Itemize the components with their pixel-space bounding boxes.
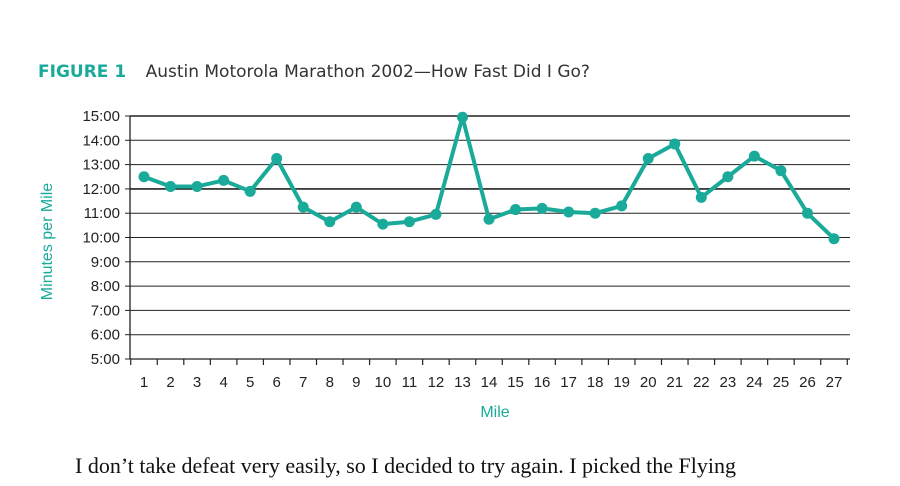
figure-label: FIGURE 1 [38, 62, 127, 82]
data-point [244, 185, 256, 197]
x-tick-label: 18 [587, 374, 604, 391]
x-tick-label: 5 [246, 374, 254, 391]
x-tick-label: 25 [773, 374, 790, 391]
data-point [138, 171, 150, 183]
x-tick-label: 16 [534, 374, 551, 391]
data-point [510, 204, 522, 216]
x-tick-label: 15 [507, 374, 524, 391]
data-point [589, 207, 601, 219]
x-tick-label: 17 [560, 374, 577, 391]
line-chart: 5:00 6:00 7:00 8:00 9:00 10:00 11:00 12:00 13:00… [39, 108, 850, 421]
x-axis-title: Mile [480, 404, 509, 421]
data-point [722, 171, 734, 183]
x-tick-label: 26 [799, 374, 816, 391]
x-tick-label: 7 [299, 374, 307, 391]
y-tick-label: 5:00 [91, 351, 120, 368]
data-point [669, 138, 681, 150]
x-tick-label: 8 [326, 374, 334, 391]
data-point [324, 216, 336, 228]
x-tick-label: 24 [746, 374, 763, 391]
data-point [828, 233, 840, 245]
data-point [748, 150, 760, 162]
data-point [271, 153, 283, 165]
data-point [695, 191, 707, 203]
x-tick-label: 21 [666, 374, 683, 391]
x-tick-label: 13 [454, 374, 471, 391]
y-tick-label: 7:00 [91, 302, 120, 319]
x-tick-label: 27 [826, 374, 843, 391]
x-tick-label: 22 [693, 374, 710, 391]
data-point [403, 216, 415, 228]
data-point [218, 174, 230, 186]
y-tick-label: 13:00 [82, 157, 120, 174]
y-tick-label: 10:00 [82, 230, 120, 247]
x-tick-label: 12 [428, 374, 445, 391]
x-tick-label: 4 [219, 374, 227, 391]
x-tick-label: 9 [352, 374, 360, 391]
data-point [642, 153, 654, 165]
y-tick-label: 14:00 [82, 132, 120, 149]
y-tick-label: 8:00 [91, 278, 120, 295]
data-point [775, 165, 787, 177]
x-tick-label: 23 [720, 374, 737, 391]
data-point [191, 180, 203, 192]
y-tick-label: 11:00 [84, 205, 120, 222]
y-tick-label: 15:00 [82, 108, 120, 125]
data-point [801, 207, 813, 219]
figure-title: Austin Motorola Marathon 2002—How Fast D… [145, 62, 590, 82]
x-tick-label: 2 [166, 374, 174, 391]
data-point [563, 206, 575, 218]
data-point [165, 180, 177, 192]
y-tick-label: 6:00 [91, 327, 120, 344]
data-point [616, 200, 628, 212]
data-point [377, 218, 389, 230]
data-point [536, 202, 548, 214]
x-tick-label: 3 [193, 374, 201, 391]
x-tick-label: 1 [140, 374, 148, 391]
x-tick-label: 19 [613, 374, 630, 391]
x-tick-label: 20 [640, 374, 657, 391]
data-point [456, 111, 468, 123]
x-tick-label: 14 [481, 374, 498, 391]
x-tick-label: 10 [375, 374, 392, 391]
x-tick-label: 11 [402, 374, 418, 391]
data-point [297, 201, 309, 213]
y-tick-label: 12:00 [82, 181, 120, 198]
figure-heading: FIGURE 1 Austin Motorola Marathon 2002—H… [38, 62, 590, 82]
data-point [430, 208, 442, 220]
body-paragraph: I don’t take defeat very easily, so I de… [75, 453, 737, 478]
data-point [350, 201, 362, 213]
data-point [483, 213, 495, 225]
x-tick-label: 6 [273, 374, 281, 391]
y-tick-label: 9:00 [91, 254, 120, 271]
y-axis-title: Minutes per Mile [39, 183, 56, 300]
